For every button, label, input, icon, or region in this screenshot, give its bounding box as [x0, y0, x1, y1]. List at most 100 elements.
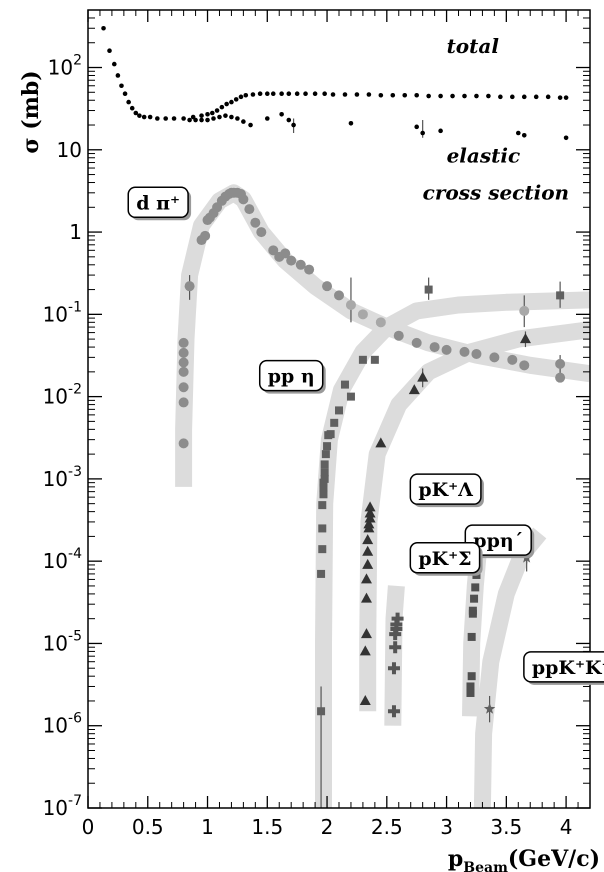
point-2-44 — [519, 305, 530, 316]
y-tick-base: 10 — [43, 796, 68, 820]
y-tick-label: 10-3 — [43, 464, 82, 491]
y-tick-label: 10 — [57, 138, 82, 162]
x-tick-label: 1 — [201, 815, 214, 839]
point-2-40 — [459, 346, 470, 357]
y-tick-exp: -1 — [68, 299, 82, 315]
point-3-10 — [320, 460, 329, 469]
point-0-14 — [171, 116, 177, 121]
point-0-25 — [238, 94, 244, 100]
y-tick-label: 10-2 — [43, 382, 82, 409]
point-0-3 — [115, 73, 121, 78]
annotation-1: elastic — [447, 144, 521, 168]
y-tick-base: 10 — [43, 714, 68, 738]
point-3-18 — [346, 392, 355, 401]
point-2-9 — [200, 230, 211, 241]
band-3 — [384, 585, 405, 726]
x-axis-title-sub: Beam — [463, 860, 508, 872]
point-0-4 — [119, 83, 124, 89]
point-2-33 — [345, 299, 356, 310]
reaction-label-1: pp η — [258, 359, 326, 394]
point-0-55 — [545, 94, 551, 100]
point-2-30 — [304, 264, 315, 275]
point-0-31 — [279, 91, 284, 97]
point-2-31 — [322, 281, 333, 292]
point-2-4 — [178, 357, 189, 368]
point-2-28 — [286, 255, 297, 266]
point-5-1 — [387, 662, 400, 675]
point-0-30 — [270, 91, 276, 97]
box-labels-layer: d π⁺ pp η pK⁺Λ ppη´pK⁺Σ ppK⁺K⁻ — [127, 186, 604, 685]
x-tick-label: 2.5 — [371, 815, 403, 839]
point-0-13 — [163, 116, 168, 121]
y-tick-label: 10-1 — [43, 299, 82, 326]
point-2-23 — [250, 217, 261, 228]
point-2-7 — [184, 281, 195, 292]
reaction-label-box — [523, 651, 604, 683]
reaction-label-text: ppK⁺K⁻ — [532, 657, 604, 679]
point-5-0 — [387, 705, 400, 718]
point-3-5 — [319, 490, 328, 499]
y-tick-label: 10-7 — [43, 793, 82, 820]
point-0-43 — [402, 92, 408, 98]
point-1-15 — [348, 120, 354, 126]
point-0-52 — [510, 94, 515, 100]
point-2-36 — [393, 330, 404, 341]
point-0-50 — [486, 93, 491, 99]
point-3-12 — [323, 442, 332, 451]
point-3-16 — [335, 406, 343, 415]
y-tick-exp: -4 — [68, 546, 82, 562]
point-4-6 — [362, 545, 374, 556]
x-axis-title: pBeam(GeV/c) — [448, 846, 600, 872]
point-4-3 — [360, 592, 372, 603]
point-0-41 — [378, 92, 384, 98]
y-tick-base: 10 — [43, 467, 68, 491]
point-0-11 — [147, 114, 153, 120]
x-tick-label: 3 — [440, 815, 453, 839]
point-6-7 — [471, 583, 480, 592]
point-2-0 — [178, 438, 189, 449]
point-5-2 — [389, 641, 402, 654]
point-0-15 — [181, 116, 186, 121]
point-2-46 — [555, 358, 566, 369]
x-tick-label: 2 — [321, 815, 334, 839]
point-0-21 — [219, 104, 225, 110]
point-4-11 — [364, 507, 376, 518]
point-0-24 — [233, 97, 239, 102]
point-0-23 — [229, 99, 234, 105]
point-4-9 — [363, 518, 375, 529]
point-0-32 — [286, 91, 292, 97]
x-tick-label: 0.5 — [132, 815, 164, 839]
point-0-10 — [141, 114, 147, 120]
point-5-6 — [391, 612, 404, 625]
point-3-6 — [319, 483, 328, 492]
point-4-16 — [519, 333, 531, 344]
point-2-43 — [507, 354, 518, 365]
point-4-7 — [362, 534, 374, 545]
x-axis-ticks: 0 0.5 1 1.5 2 2.5 3 3.5 4 — [82, 10, 579, 839]
point-1-8 — [235, 116, 240, 121]
point-0-38 — [342, 92, 348, 97]
point-0-47 — [450, 93, 455, 99]
point-0-2 — [111, 61, 117, 67]
point-0-29 — [264, 91, 270, 97]
point-3-14 — [326, 430, 335, 439]
point-0-33 — [294, 91, 300, 97]
point-3-22 — [556, 291, 565, 300]
point-2-38 — [429, 342, 440, 353]
y-tick-exp: -3 — [68, 464, 82, 480]
point-1-2 — [199, 117, 204, 123]
point-0-19 — [210, 110, 215, 116]
point-1-14 — [291, 122, 296, 128]
point-1-20 — [521, 132, 527, 138]
point-0-7 — [129, 105, 135, 111]
y-tick-exp: 2 — [73, 53, 82, 69]
point-2-5 — [178, 347, 189, 358]
point-0-35 — [312, 91, 318, 97]
point-2-34 — [357, 309, 368, 320]
y-tick-label: 102 — [48, 53, 82, 80]
point-1-5 — [217, 114, 222, 120]
point-4-4 — [360, 573, 372, 584]
point-4-5 — [362, 558, 374, 569]
point-1-3 — [205, 117, 210, 123]
